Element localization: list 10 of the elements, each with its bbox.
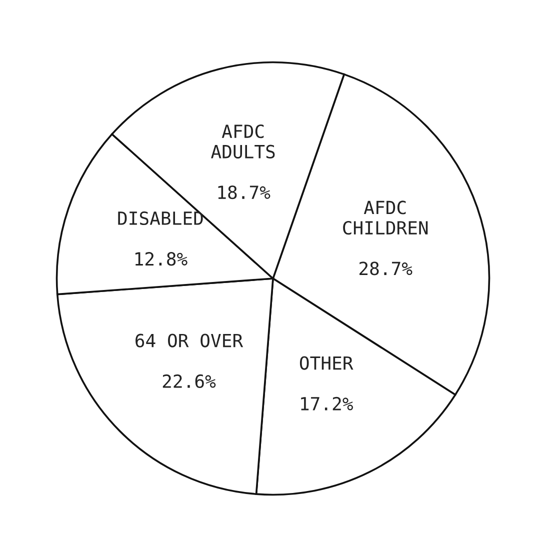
slice-label: AFDC CHILDREN xyxy=(343,200,428,235)
data-label: 12.8% xyxy=(135,252,188,266)
slice-label: DISABLED xyxy=(118,211,203,226)
slice-label: AFDC ADULTS xyxy=(211,124,275,158)
data-label: 17.2% xyxy=(301,396,353,410)
slice-label: OTHER xyxy=(300,356,354,370)
slice-label: 64 OR OVER xyxy=(136,334,244,348)
data-label: 28.7% xyxy=(360,262,412,276)
data-label: 22.6% xyxy=(162,374,216,388)
data-label: 18.7% xyxy=(218,185,270,200)
